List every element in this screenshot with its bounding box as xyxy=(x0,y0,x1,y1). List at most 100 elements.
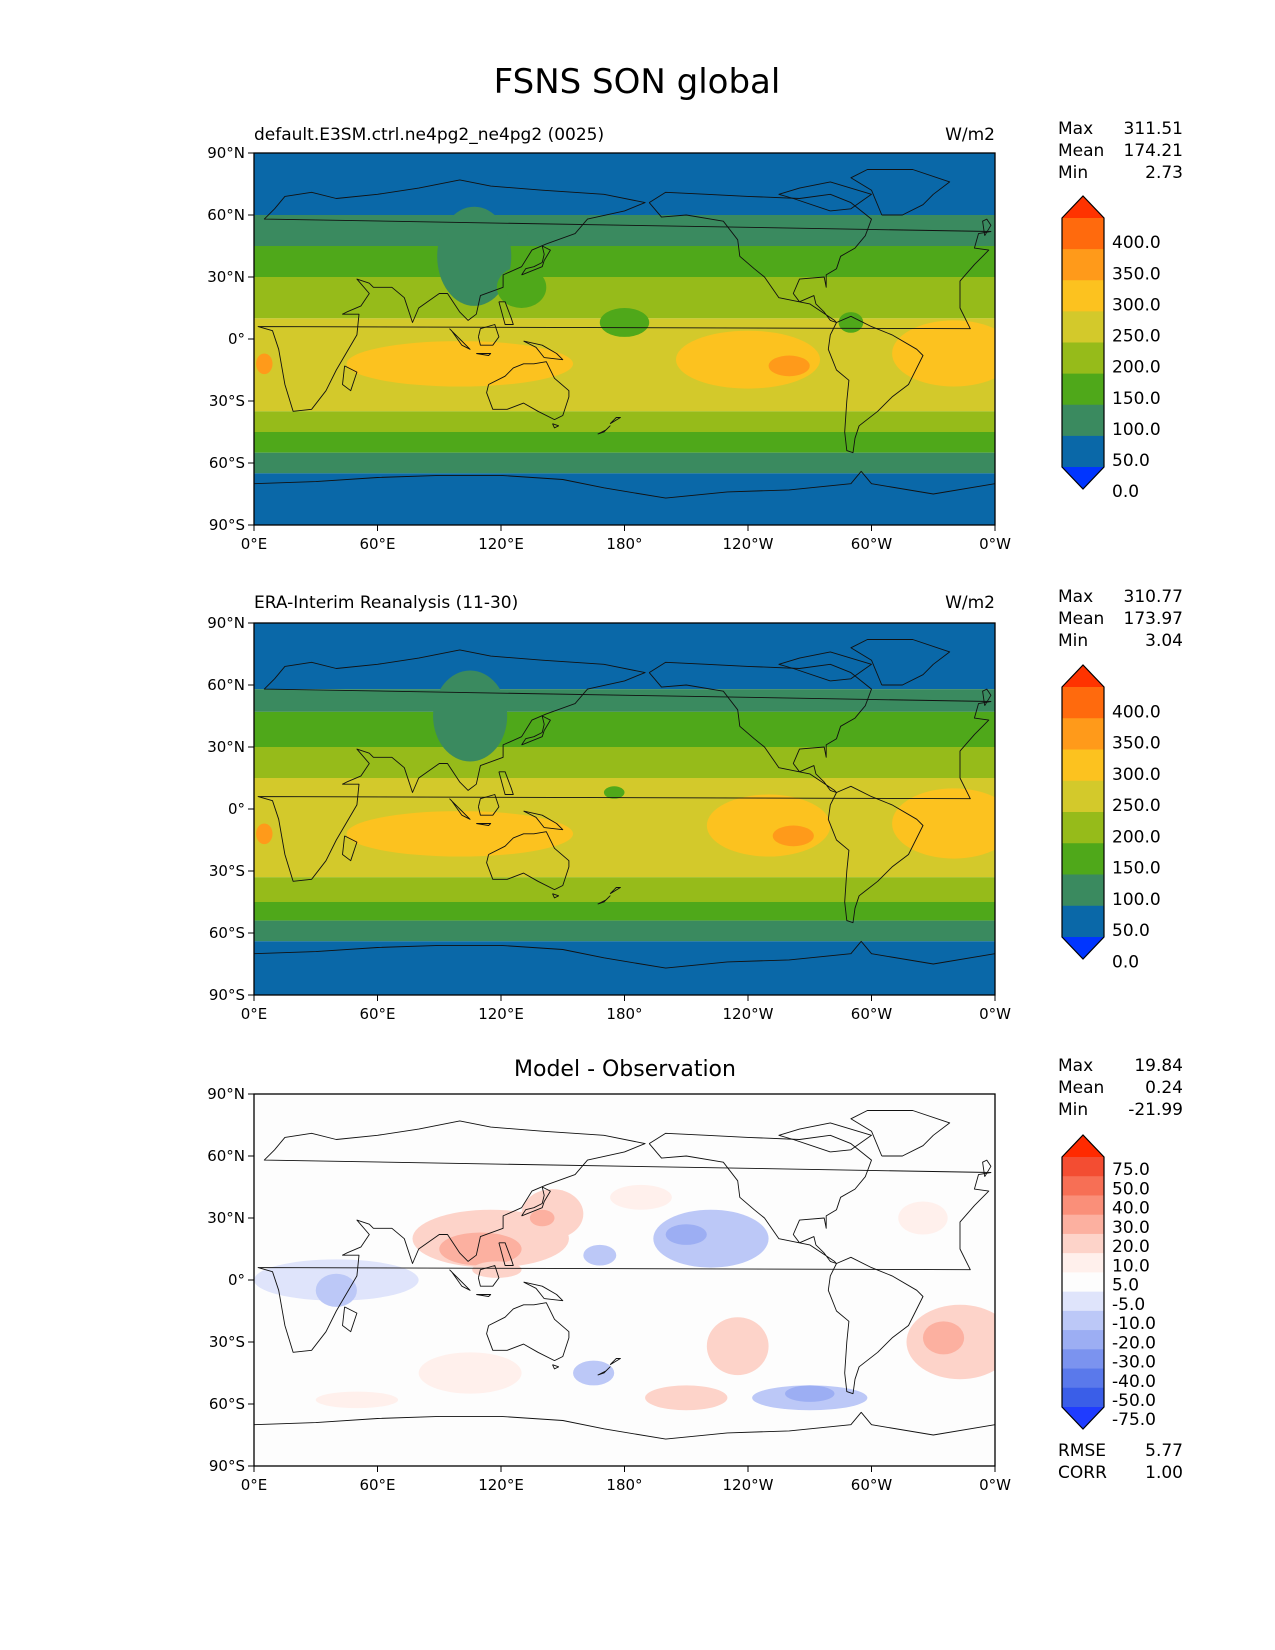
coastline xyxy=(449,328,471,350)
contour-band xyxy=(254,902,995,921)
contour-region xyxy=(418,1352,522,1394)
colorbar-swatch xyxy=(1062,1272,1104,1293)
contour-region xyxy=(315,1273,357,1307)
colorbar-swatch xyxy=(1062,1310,1104,1331)
y-tick-label: 60°N xyxy=(207,206,245,224)
coastline xyxy=(552,423,560,429)
contour-region xyxy=(706,1317,769,1376)
coastline xyxy=(778,651,872,682)
panel-model-colorbar: 400.0 350.0 300.0 250.0 200.0 150.0 100.0 50.0 0… xyxy=(1061,195,1161,502)
stats-mean-label: Mean xyxy=(1058,1078,1104,1098)
contour-band xyxy=(254,411,995,432)
contour-region xyxy=(892,788,995,859)
contour-region xyxy=(922,1321,965,1355)
colorbar-tick-label: 50.0 xyxy=(1112,451,1150,471)
contour-band xyxy=(254,711,995,747)
y-tick-label: 30°N xyxy=(207,1209,245,1227)
coastline xyxy=(476,823,492,826)
contour-band xyxy=(254,215,995,246)
coastline xyxy=(850,639,951,686)
x-tick-label: 120°W xyxy=(723,1476,774,1494)
stats-min-value: 2.73 xyxy=(1145,163,1183,183)
y-tick-label: 90°N xyxy=(207,1085,245,1103)
contour-region xyxy=(437,206,512,306)
y-tick-label: 90°N xyxy=(207,614,245,632)
y-tick-label: 90°S xyxy=(209,516,245,534)
x-tick-label: 60°W xyxy=(851,1005,893,1023)
colorbar-tick-label: 0.0 xyxy=(1112,952,1139,972)
stats-min-label: Min xyxy=(1058,631,1088,651)
colorbar-tick-label: -20.0 xyxy=(1112,1333,1156,1353)
colorbar-swatch xyxy=(1062,311,1104,343)
stats-max-label: Max xyxy=(1058,1056,1093,1076)
y-tick-label: 90°S xyxy=(209,986,245,1004)
contour-region xyxy=(439,1232,522,1266)
rmse-value: 5.77 xyxy=(1145,1441,1183,1461)
panel-diff-map: 0°E 60°E 120°E 180° 120°W 60°W 0°W 90°N 60°N 30°N… xyxy=(207,1085,1011,1494)
x-tick-label: 60°E xyxy=(359,1005,395,1023)
colorbar-tick-label: -50.0 xyxy=(1112,1391,1156,1411)
colorbar-swatch xyxy=(1062,342,1104,375)
contour-region xyxy=(583,1244,617,1266)
coastline xyxy=(982,1159,992,1177)
stats-mean-label: Mean xyxy=(1058,609,1104,629)
coastline xyxy=(609,417,621,425)
colorbar-extend-max xyxy=(1062,1135,1104,1157)
colorbar-tick-label: 250.0 xyxy=(1112,327,1161,347)
coastline xyxy=(523,1281,564,1302)
colorbar-tick-label: 150.0 xyxy=(1112,389,1161,409)
colorbar-swatch xyxy=(1062,1214,1104,1235)
contour-region xyxy=(346,811,574,857)
x-tick-label: 120°E xyxy=(478,535,524,553)
coastline xyxy=(498,1242,514,1266)
contour-region xyxy=(898,1201,948,1235)
panel-diff-colorbar: 75.050.040.030.020.010.05.0-5.0-10.0-20.… xyxy=(1061,1134,1156,1430)
stats-min-value: -21.99 xyxy=(1128,1100,1183,1120)
contour-band xyxy=(254,246,995,277)
coastline xyxy=(523,810,564,831)
colorbar-swatch xyxy=(1062,1368,1104,1389)
colorbar-swatch xyxy=(1062,1157,1104,1177)
coastline xyxy=(827,315,924,454)
colorbar-tick-label: 75.0 xyxy=(1112,1160,1150,1180)
coastline xyxy=(521,715,551,746)
panel-model-title-left: default.E3SM.ctrl.ne4pg2_ne4pg2 (0025) xyxy=(254,125,604,145)
x-tick-label: 0°E xyxy=(241,535,268,553)
panel-model-units: W/m2 xyxy=(945,125,995,145)
colorbar-tick-label: 40.0 xyxy=(1112,1199,1150,1219)
coastline xyxy=(648,1132,872,1264)
coastline xyxy=(498,301,514,325)
colorbar-tick-label: 400.0 xyxy=(1112,233,1161,253)
colorbar-extend-min xyxy=(1062,937,1104,959)
contour-region xyxy=(315,1391,399,1409)
coastline xyxy=(982,218,992,236)
colorbar-tick-label: 350.0 xyxy=(1112,264,1161,284)
coastline xyxy=(609,887,621,895)
colorbar-swatch xyxy=(1062,1253,1104,1273)
contour-region xyxy=(496,266,547,309)
colorbar-tick-label: 100.0 xyxy=(1112,420,1161,440)
coastline xyxy=(254,470,995,499)
colorbar-swatch xyxy=(1062,780,1104,813)
contour-region xyxy=(256,823,273,845)
coastline xyxy=(342,1306,358,1333)
stats-min-value: 3.04 xyxy=(1145,631,1183,651)
stats-mean-value: 174.21 xyxy=(1124,141,1183,161)
stats-mean-value: 0.24 xyxy=(1145,1078,1183,1098)
panel-obs-map: 0°E 60°E 120°E 180° 120°W 60°W 0°W 90°N 60°N 30°N… xyxy=(207,614,1011,1023)
contour-region xyxy=(772,825,814,847)
y-tick-label: 0° xyxy=(228,1271,245,1289)
x-tick-label: 0°E xyxy=(241,1476,268,1494)
coastline xyxy=(523,340,564,361)
colorbar-tick-label: -40.0 xyxy=(1112,1372,1156,1392)
stats-max-value: 19.84 xyxy=(1134,1056,1183,1076)
coastline xyxy=(778,181,872,212)
coastline xyxy=(477,1265,500,1287)
colorbar-swatch xyxy=(1062,1349,1104,1370)
colorbar-tick-label: -30.0 xyxy=(1112,1353,1156,1373)
coastline xyxy=(778,1122,872,1153)
colorbar-tick-label: -10.0 xyxy=(1112,1314,1156,1334)
colorbar-swatch xyxy=(1062,435,1104,468)
rmse-label: RMSE xyxy=(1058,1441,1106,1461)
y-tick-label: 30°S xyxy=(209,862,245,880)
